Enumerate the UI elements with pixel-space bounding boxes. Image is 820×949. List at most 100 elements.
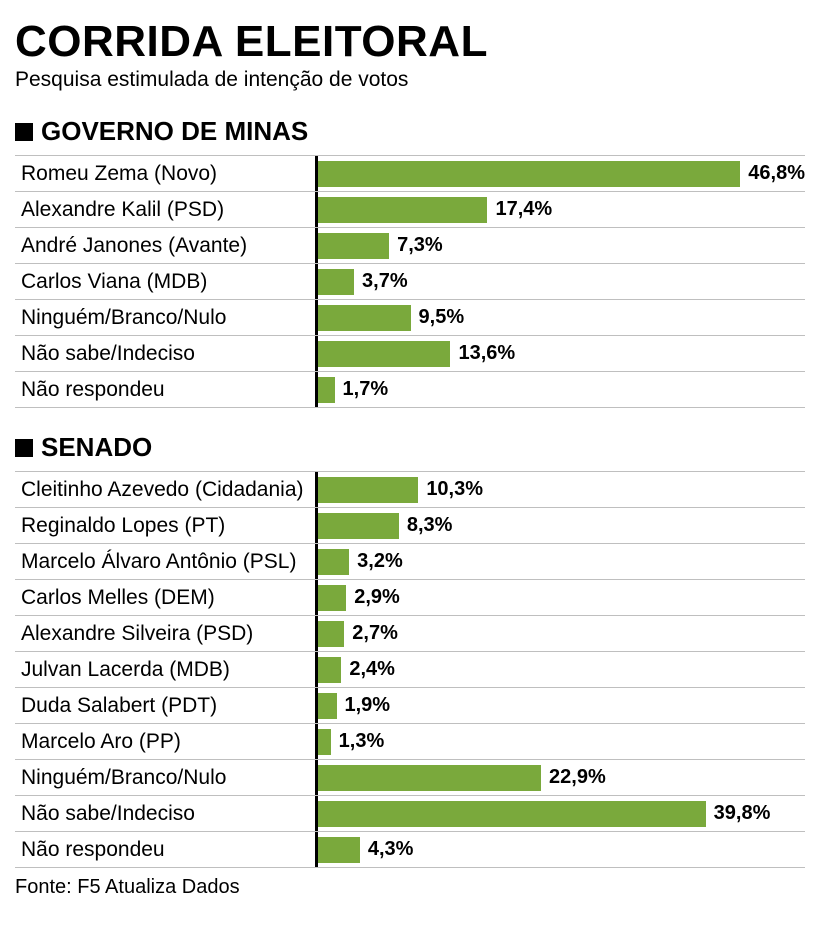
section-title: SENADO: [41, 432, 152, 463]
row-label: Não respondeu: [15, 832, 315, 867]
bar-value: 9,5%: [419, 306, 465, 329]
row-label: Alexandre Kalil (PSD): [15, 192, 315, 227]
row-label: André Janones (Avante): [15, 228, 315, 263]
bar-value: 1,7%: [343, 378, 389, 401]
bar: [318, 765, 541, 791]
bar: [318, 305, 411, 331]
page-subtitle: Pesquisa estimulada de intenção de votos: [15, 68, 805, 92]
bar: [318, 693, 337, 719]
chart-row: Carlos Viana (MDB) 3,7%: [15, 264, 805, 300]
page-title: CORRIDA ELEITORAL: [15, 20, 805, 64]
row-label: Não sabe/Indeciso: [15, 336, 315, 371]
source-footer: Fonte: F5 Atualiza Dados: [15, 876, 805, 899]
chart-row: André Janones (Avante) 7,3%: [15, 228, 805, 264]
chart-row: Alexandre Silveira (PSD) 2,7%: [15, 616, 805, 652]
bar-value: 2,9%: [354, 586, 400, 609]
row-bar-area: 7,3%: [315, 228, 805, 263]
bar-value: 4,3%: [368, 838, 414, 861]
bar: [318, 837, 360, 863]
row-bar-area: 22,9%: [315, 760, 805, 795]
bar-chart: Cleitinho Azevedo (Cidadania) 10,3% Regina…: [15, 471, 805, 868]
square-bullet-icon: [15, 123, 33, 141]
bar-value: 3,2%: [357, 550, 403, 573]
bar-chart: Romeu Zema (Novo) 46,8% Alexandre Kalil (P…: [15, 155, 805, 408]
row-label: Alexandre Silveira (PSD): [15, 616, 315, 651]
chart-row: Não sabe/Indeciso 13,6%: [15, 336, 805, 372]
chart-row: Não respondeu 1,7%: [15, 372, 805, 408]
row-label: Não sabe/Indeciso: [15, 796, 315, 831]
bar: [318, 549, 349, 575]
row-bar-area: 8,3%: [315, 508, 805, 543]
bar-value: 8,3%: [407, 514, 453, 537]
row-label: Marcelo Aro (PP): [15, 724, 315, 759]
bar: [318, 233, 389, 259]
row-label: Duda Salabert (PDT): [15, 688, 315, 723]
bar-value: 3,7%: [362, 270, 408, 293]
section-title: GOVERNO DE MINAS: [41, 116, 308, 147]
row-label: Não respondeu: [15, 372, 315, 407]
row-label: Reginaldo Lopes (PT): [15, 508, 315, 543]
bar-value: 10,3%: [426, 478, 483, 501]
row-bar-area: 17,4%: [315, 192, 805, 227]
chart-row: Ninguém/Branco/Nulo 22,9%: [15, 760, 805, 796]
chart-row: Julvan Lacerda (MDB) 2,4%: [15, 652, 805, 688]
row-label: Julvan Lacerda (MDB): [15, 652, 315, 687]
bar-value: 2,7%: [352, 622, 398, 645]
row-bar-area: 2,7%: [315, 616, 805, 651]
chart-row: Carlos Melles (DEM) 2,9%: [15, 580, 805, 616]
row-bar-area: 1,3%: [315, 724, 805, 759]
row-label: Ninguém/Branco/Nulo: [15, 760, 315, 795]
row-bar-area: 46,8%: [315, 156, 805, 191]
bar-value: 7,3%: [397, 234, 443, 257]
bar-value: 2,4%: [349, 658, 395, 681]
bar: [318, 269, 354, 295]
bar: [318, 729, 331, 755]
bar-value: 1,3%: [339, 730, 385, 753]
bar: [318, 513, 399, 539]
section-header: SENADO: [15, 432, 805, 463]
bar: [318, 197, 487, 223]
row-bar-area: 10,3%: [315, 472, 805, 507]
bar: [318, 621, 344, 647]
row-bar-area: 2,4%: [315, 652, 805, 687]
square-bullet-icon: [15, 439, 33, 457]
chart-row: Romeu Zema (Novo) 46,8%: [15, 156, 805, 192]
row-bar-area: 3,7%: [315, 264, 805, 299]
row-bar-area: 2,9%: [315, 580, 805, 615]
chart-row: Duda Salabert (PDT) 1,9%: [15, 688, 805, 724]
chart-row: Ninguém/Branco/Nulo 9,5%: [15, 300, 805, 336]
chart-row: Não sabe/Indeciso 39,8%: [15, 796, 805, 832]
bar: [318, 585, 346, 611]
chart-row: Marcelo Aro (PP) 1,3%: [15, 724, 805, 760]
bar: [318, 161, 740, 187]
row-label: Ninguém/Branco/Nulo: [15, 300, 315, 335]
row-bar-area: 3,2%: [315, 544, 805, 579]
bar-value: 39,8%: [714, 802, 771, 825]
chart-row: Marcelo Álvaro Antônio (PSL) 3,2%: [15, 544, 805, 580]
row-bar-area: 1,9%: [315, 688, 805, 723]
bar: [318, 657, 341, 683]
row-label: Cleitinho Azevedo (Cidadania): [15, 472, 315, 507]
chart-section: GOVERNO DE MINAS Romeu Zema (Novo) 46,8% Al…: [15, 116, 805, 408]
row-label: Carlos Viana (MDB): [15, 264, 315, 299]
bar-value: 22,9%: [549, 766, 606, 789]
chart-row: Cleitinho Azevedo (Cidadania) 10,3%: [15, 472, 805, 508]
row-label: Carlos Melles (DEM): [15, 580, 315, 615]
bar-value: 1,9%: [345, 694, 391, 717]
chart-section: SENADO Cleitinho Azevedo (Cidadania) 10,3%…: [15, 432, 805, 868]
bar: [318, 477, 418, 503]
bar-value: 13,6%: [458, 342, 515, 365]
row-bar-area: 39,8%: [315, 796, 805, 831]
section-header: GOVERNO DE MINAS: [15, 116, 805, 147]
row-label: Marcelo Álvaro Antônio (PSL): [15, 544, 315, 579]
bar: [318, 801, 706, 827]
row-bar-area: 13,6%: [315, 336, 805, 371]
chart-row: Reginaldo Lopes (PT) 8,3%: [15, 508, 805, 544]
chart-row: Não respondeu 4,3%: [15, 832, 805, 868]
bar-value: 46,8%: [748, 162, 805, 185]
chart-row: Alexandre Kalil (PSD) 17,4%: [15, 192, 805, 228]
row-bar-area: 9,5%: [315, 300, 805, 335]
bar: [318, 377, 335, 403]
bar-value: 17,4%: [495, 198, 552, 221]
row-label: Romeu Zema (Novo): [15, 156, 315, 191]
